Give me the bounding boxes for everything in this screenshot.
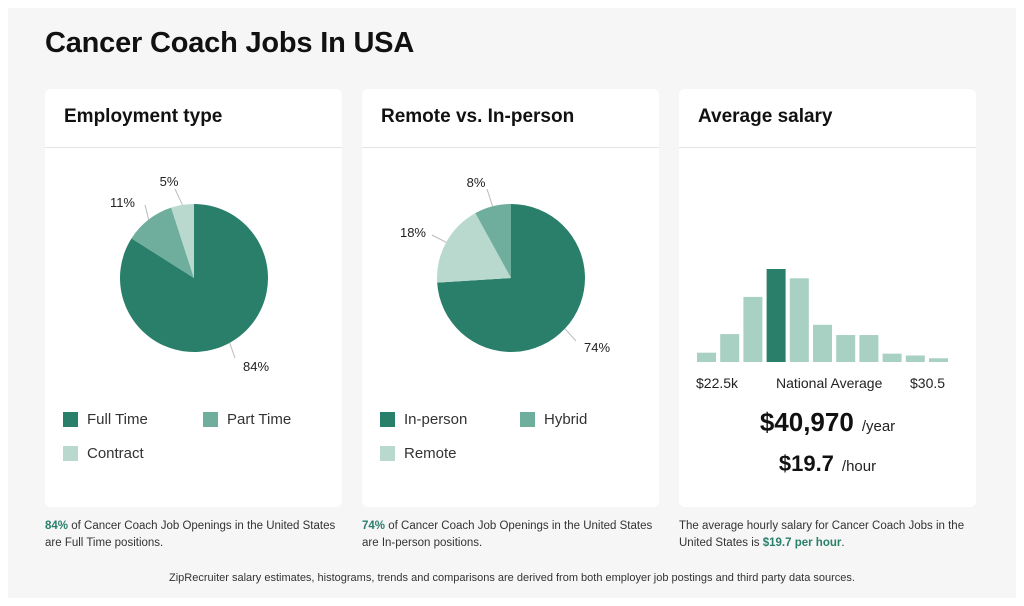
part-time-swatch bbox=[203, 412, 218, 427]
pie-slice-in-person bbox=[437, 204, 585, 352]
national-average-label: National Average bbox=[776, 375, 883, 391]
pie-label: 5% bbox=[160, 174, 179, 189]
pie-label: 84% bbox=[243, 359, 269, 374]
caption-text: The average hourly salary for Cancer Coa… bbox=[679, 520, 965, 549]
histogram-bar bbox=[789, 278, 809, 362]
pie-slice-contract bbox=[171, 204, 194, 278]
pie-label: 11% bbox=[110, 195, 135, 210]
salary-range-low: $22.5k bbox=[696, 375, 739, 391]
histogram-bar bbox=[720, 334, 740, 362]
salary-histogram bbox=[697, 269, 948, 362]
legend-label: Hybrid bbox=[544, 411, 588, 428]
yearly-salary: $40,970/year bbox=[679, 407, 976, 438]
histogram-bar-national-average bbox=[766, 269, 786, 362]
caption-text: of Cancer Coach Job Openings in the Unit… bbox=[45, 520, 336, 549]
hybrid-swatch bbox=[520, 412, 535, 427]
pie-slice-hybrid bbox=[475, 204, 511, 278]
employment-type-title: Employment type bbox=[45, 89, 342, 148]
legend-item-part-time: Part Time bbox=[203, 411, 291, 428]
remote-caption: 74% of Cancer Coach Job Openings in the … bbox=[362, 518, 662, 552]
salary-range-labels: $22.5k National Average $30.5 bbox=[679, 375, 976, 395]
pie-slice-remote bbox=[437, 213, 511, 283]
histogram-bar bbox=[905, 355, 925, 362]
pie-slice-part-time bbox=[131, 207, 194, 278]
legend-label: In-person bbox=[404, 411, 468, 428]
salary-caption: The average hourly salary for Cancer Coa… bbox=[679, 518, 969, 552]
pie-leader-line bbox=[174, 188, 183, 206]
contract-swatch bbox=[63, 446, 78, 461]
legend-item-hybrid: Hybrid bbox=[520, 411, 587, 428]
remote-vs-in-person-pie-chart: 74% 18% 8% bbox=[400, 175, 610, 355]
histogram-bar bbox=[859, 335, 879, 362]
employment-type-card: Employment type 84% 11% 5% Full Time Part … bbox=[45, 89, 342, 507]
pie-leader-line bbox=[229, 342, 236, 359]
histogram-bar bbox=[882, 353, 902, 362]
histogram-bar bbox=[813, 324, 832, 362]
legend-label: Remote bbox=[404, 445, 457, 462]
remote-swatch bbox=[380, 446, 395, 461]
page-title: Cancer Coach Jobs In USA bbox=[45, 27, 415, 59]
legend-label: Contract bbox=[87, 445, 144, 462]
caption-highlight: $19.7 per hour bbox=[762, 537, 842, 549]
footer-note: ZipRecruiter salary estimates, histogram… bbox=[169, 572, 855, 584]
histogram-bar bbox=[836, 335, 856, 362]
remote-vs-in-person-title: Remote vs. In-person bbox=[362, 89, 659, 148]
yearly-salary-unit: /year bbox=[861, 418, 896, 435]
employment-type-caption: 84% of Cancer Coach Job Openings in the … bbox=[45, 518, 345, 552]
employment-type-pie-chart: 84% 11% 5% bbox=[110, 174, 270, 374]
in-person-swatch bbox=[380, 412, 395, 427]
legend-label: Full Time bbox=[87, 411, 148, 428]
average-salary-card: Average salary $22.5k National Average $… bbox=[679, 89, 976, 507]
remote-vs-in-person-card: Remote vs. In-person 74% 18% 8% In-person … bbox=[362, 89, 659, 507]
histogram-bar bbox=[697, 352, 716, 362]
pie-leader-line bbox=[564, 328, 577, 342]
yearly-salary-amount: $40,970 bbox=[759, 407, 854, 437]
caption-end: . bbox=[841, 537, 845, 549]
histogram-bar bbox=[929, 358, 948, 362]
pie-leader-line bbox=[486, 188, 494, 207]
caption-highlight: 74% bbox=[362, 520, 386, 532]
full-time-swatch bbox=[63, 412, 78, 427]
pie-leader-line bbox=[144, 204, 150, 220]
pie-label: 18% bbox=[400, 225, 426, 240]
average-salary-title: Average salary bbox=[679, 89, 976, 148]
legend-item-remote: Remote bbox=[380, 445, 457, 462]
salary-range-high: $30.5 bbox=[910, 375, 946, 391]
hourly-salary-amount: $19.7 bbox=[778, 451, 834, 476]
pie-leader-line bbox=[431, 234, 447, 243]
hourly-salary-unit: /hour bbox=[841, 458, 877, 475]
legend-item-full-time: Full Time bbox=[63, 411, 148, 428]
pie-label: 8% bbox=[467, 175, 486, 190]
pie-label: 74% bbox=[584, 340, 610, 355]
caption-text: of Cancer Coach Job Openings in the Unit… bbox=[362, 520, 653, 549]
legend-item-contract: Contract bbox=[63, 445, 144, 462]
legend-item-in-person: In-person bbox=[380, 411, 467, 428]
caption-highlight: 84% bbox=[45, 520, 69, 532]
histogram-bar bbox=[743, 296, 763, 362]
hourly-salary: $19.7/hour bbox=[679, 451, 976, 477]
legend-label: Part Time bbox=[227, 411, 292, 428]
